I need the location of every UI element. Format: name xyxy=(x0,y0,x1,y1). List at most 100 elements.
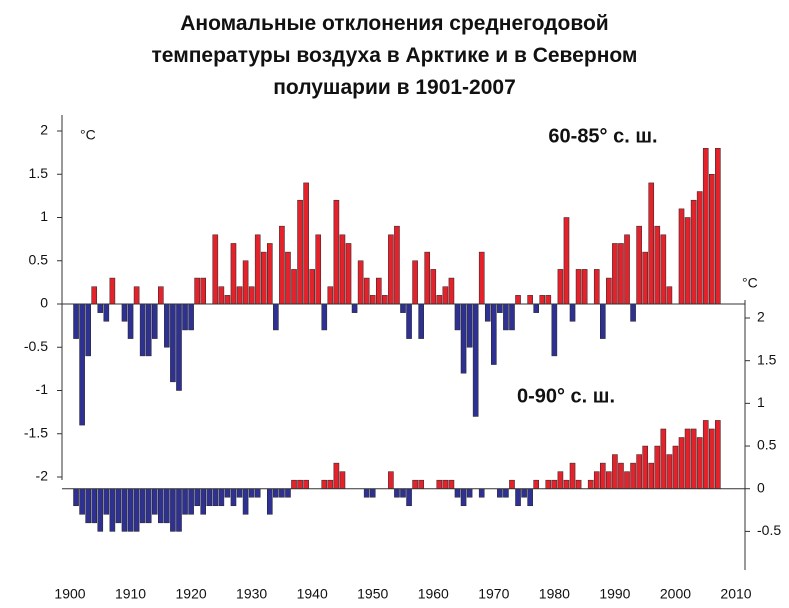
bar xyxy=(345,243,352,305)
bar xyxy=(297,199,303,305)
bar xyxy=(715,420,721,489)
bar xyxy=(164,303,170,348)
bar xyxy=(194,488,200,507)
bar xyxy=(406,488,412,507)
bar xyxy=(73,488,79,507)
bar xyxy=(660,234,667,305)
bar xyxy=(394,225,400,305)
bar xyxy=(412,479,418,489)
bar xyxy=(375,277,382,305)
bar xyxy=(503,303,509,331)
bar xyxy=(648,182,655,305)
bar xyxy=(491,303,497,365)
y2-tick-label: 2 xyxy=(757,309,765,325)
bar xyxy=(115,488,122,524)
bar xyxy=(109,488,116,532)
bar xyxy=(321,479,328,489)
bar xyxy=(176,303,182,391)
bar xyxy=(678,208,685,305)
bar xyxy=(357,260,364,305)
bar xyxy=(533,303,539,313)
bar xyxy=(79,488,85,515)
bar xyxy=(321,303,328,331)
bar xyxy=(194,277,200,305)
x-tick-label: 1940 xyxy=(297,586,328,602)
bar xyxy=(581,269,588,305)
bar xyxy=(273,488,279,498)
bar xyxy=(636,454,642,489)
bar xyxy=(575,479,582,489)
bar xyxy=(612,243,618,305)
series-label: 0-90° с. ш. xyxy=(517,385,615,407)
bar xyxy=(545,479,552,489)
bar xyxy=(454,488,461,498)
bar xyxy=(642,251,648,305)
y-tick-label: 1.5 xyxy=(29,165,49,181)
bar xyxy=(696,437,703,489)
bar xyxy=(73,303,79,339)
bar xyxy=(339,234,346,305)
bar xyxy=(642,445,648,489)
bar xyxy=(442,479,449,489)
bar xyxy=(636,225,642,305)
bar xyxy=(715,148,721,305)
bar xyxy=(315,234,322,305)
y2-tick-label: 0.5 xyxy=(757,437,777,453)
bar xyxy=(212,488,219,507)
bar xyxy=(218,286,225,305)
bar xyxy=(702,148,709,305)
x-tick-label: 2010 xyxy=(720,586,751,602)
bar xyxy=(139,303,146,357)
bar xyxy=(666,454,673,489)
bar xyxy=(678,437,685,489)
bar xyxy=(551,479,558,489)
y2-tick-label: 1.5 xyxy=(757,351,777,367)
y-tick-label: -2 xyxy=(36,468,49,484)
bar xyxy=(600,462,606,489)
bar xyxy=(509,303,515,331)
bar xyxy=(563,217,570,305)
bar xyxy=(267,488,273,515)
bar xyxy=(236,488,243,498)
bar xyxy=(200,277,206,305)
bar xyxy=(388,234,394,305)
bar xyxy=(339,471,346,489)
bar xyxy=(182,303,188,331)
bar xyxy=(248,286,255,305)
bar xyxy=(224,488,231,498)
bar xyxy=(515,295,521,305)
bar xyxy=(279,488,285,498)
bar xyxy=(593,471,600,489)
bar xyxy=(170,303,176,383)
y2-tick-label: 1 xyxy=(757,394,765,410)
x-tick-label: 1930 xyxy=(236,586,267,602)
bar xyxy=(133,286,140,305)
bar xyxy=(442,286,449,305)
bar xyxy=(448,277,455,305)
bar xyxy=(654,225,661,305)
bar xyxy=(97,303,104,313)
bar xyxy=(684,217,691,305)
bar xyxy=(684,428,691,489)
bar xyxy=(230,243,237,305)
bar xyxy=(503,488,509,498)
bar xyxy=(188,303,194,331)
y2-tick-label: 0 xyxy=(757,479,765,495)
bar xyxy=(151,303,158,339)
bar xyxy=(436,479,443,489)
bar xyxy=(79,303,85,426)
bar xyxy=(97,488,104,532)
bar xyxy=(242,488,249,515)
bar xyxy=(460,303,467,374)
bar xyxy=(121,488,128,532)
x-tick-label: 1980 xyxy=(539,586,570,602)
bar xyxy=(279,225,285,305)
bar xyxy=(363,488,370,498)
bar xyxy=(533,479,539,489)
bar xyxy=(188,488,194,515)
bar xyxy=(145,488,152,524)
y-tick-label: 0 xyxy=(40,295,48,311)
bar xyxy=(218,488,225,507)
bar xyxy=(170,488,176,532)
